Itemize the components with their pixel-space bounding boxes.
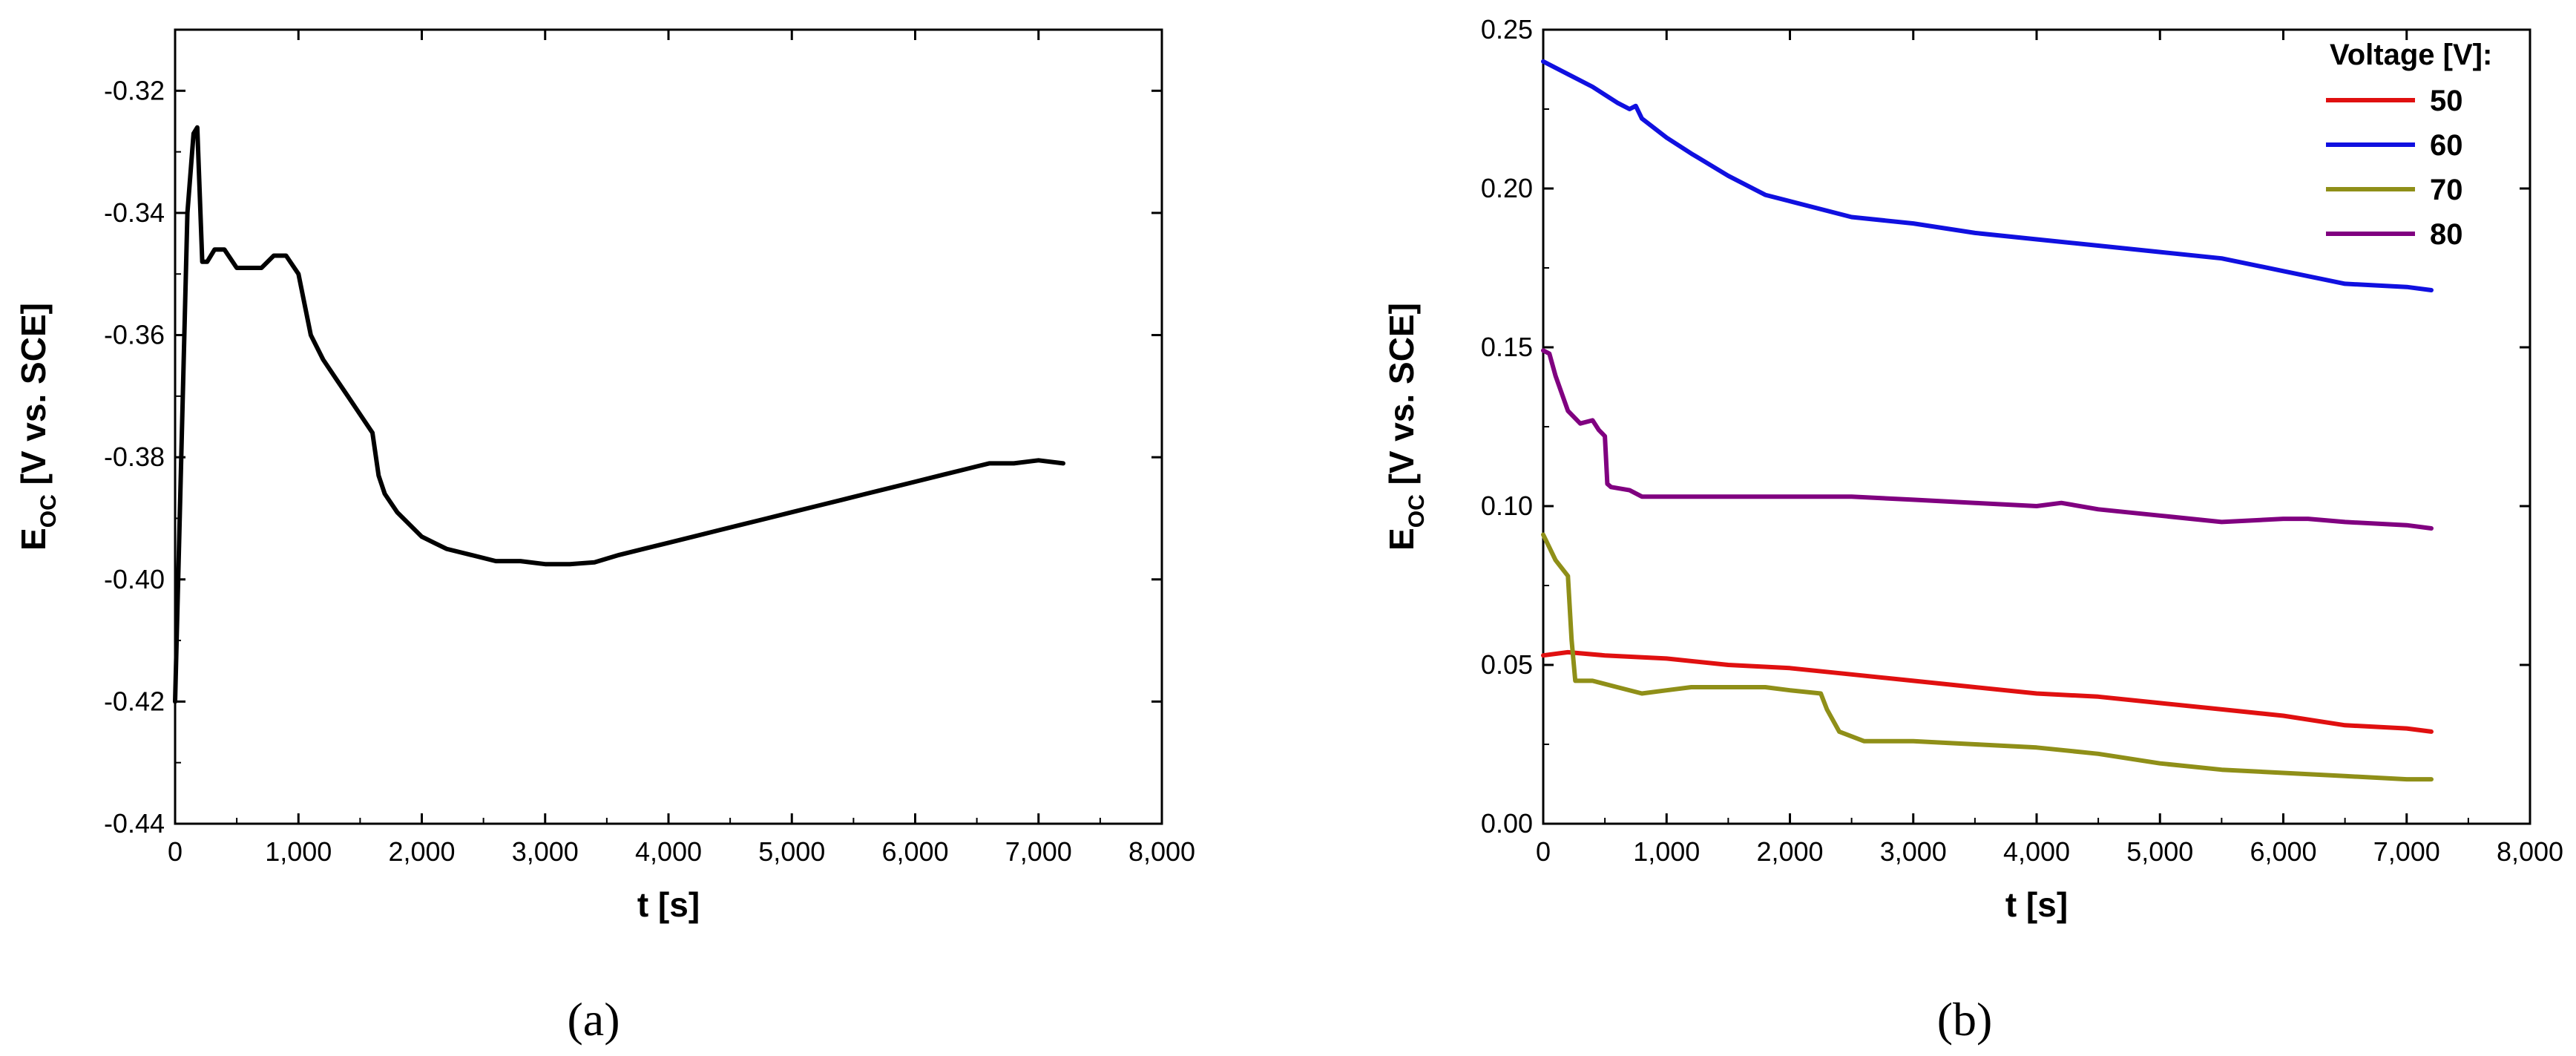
y-tick-label: 0.25 (1481, 14, 1533, 45)
y-tick-label: 0.15 (1481, 332, 1533, 362)
y-tick-label: 0.05 (1481, 649, 1533, 680)
x-axis-label: t [s] (637, 885, 700, 924)
x-tick-label: 1,000 (265, 836, 332, 867)
panel-b-chart: 0 1,000 2,000 3,000 4,000 5,000 6,000 7,000 8,00… (1382, 14, 2563, 1046)
x-tick-label: 3,000 (512, 836, 579, 867)
x-tick-label: 2,000 (1756, 836, 1823, 867)
panel-label: (a) (567, 993, 620, 1046)
legend: Voltage [V]: 50 60 70 80 (2326, 39, 2492, 251)
plot-frame (174, 28, 1163, 825)
y-axis-label-unit: [V vs. SCE] (1382, 303, 1421, 494)
series-line-series-0 (173, 125, 1065, 704)
y-axis-label-subscript: OC (36, 494, 61, 528)
y-tick-label: -0.42 (104, 686, 165, 716)
legend-label-60: 60 (2430, 129, 2463, 162)
y-axis-label-main: E (1382, 528, 1421, 551)
x-tick-label: 3,000 (1880, 836, 1947, 867)
y-axis-label: EOC [V vs. SCE] (1382, 303, 1429, 551)
series-line-80 (1541, 348, 2434, 531)
x-tick-label: 5,000 (2126, 836, 2193, 867)
x-tick-label: 2,000 (388, 836, 455, 867)
y-tick-label: -0.34 (104, 197, 165, 228)
x-tick-label: 1,000 (1633, 836, 1700, 867)
panel-label: (b) (1937, 993, 1993, 1046)
x-tick-label: 8,000 (2497, 836, 2563, 867)
y-tick-label: -0.44 (104, 808, 165, 839)
x-tick-label: 0 (1536, 836, 1551, 867)
y-tick-label: 0.10 (1481, 491, 1533, 521)
x-axis-label: t [s] (2005, 885, 2068, 924)
y-axis-label-subscript: OC (1404, 494, 1429, 528)
x-tick-label: 8,000 (1128, 836, 1195, 867)
panel-a-chart: 0 1,000 2,000 3,000 4,000 5,000 6,000 7,000 8,00… (14, 28, 1195, 1046)
legend-title: Voltage [V]: (2330, 39, 2492, 71)
y-tick-label: -0.38 (104, 442, 165, 472)
y-tick-label: -0.40 (104, 564, 165, 594)
x-tick-label: 0 (168, 836, 183, 867)
plot-frame (1542, 28, 2531, 825)
legend-label-50: 50 (2430, 85, 2463, 117)
x-tick-label: 4,000 (2003, 836, 2070, 867)
y-tick-label: -0.32 (104, 75, 165, 105)
x-tick-label: 6,000 (2250, 836, 2316, 867)
y-axis-label: EOC [V vs. SCE] (14, 303, 61, 551)
x-tick-label: 7,000 (1005, 836, 1072, 867)
y-axis-label-unit: [V vs. SCE] (14, 303, 53, 494)
series-line-50 (1541, 649, 2434, 734)
x-tick-label: 4,000 (635, 836, 702, 867)
series-line-60 (1541, 59, 2434, 292)
y-tick-label: 0.20 (1481, 173, 1533, 203)
y-tick-label: -0.36 (104, 320, 165, 350)
y-axis-label-main: E (14, 528, 53, 551)
legend-label-70: 70 (2430, 174, 2463, 206)
legend-label-80: 80 (2430, 218, 2463, 251)
y-tick-label: 0.00 (1481, 808, 1533, 839)
x-tick-label: 6,000 (881, 836, 948, 867)
x-tick-label: 5,000 (758, 836, 825, 867)
x-tick-label: 7,000 (2373, 836, 2440, 867)
series-line-70 (1541, 532, 2434, 782)
